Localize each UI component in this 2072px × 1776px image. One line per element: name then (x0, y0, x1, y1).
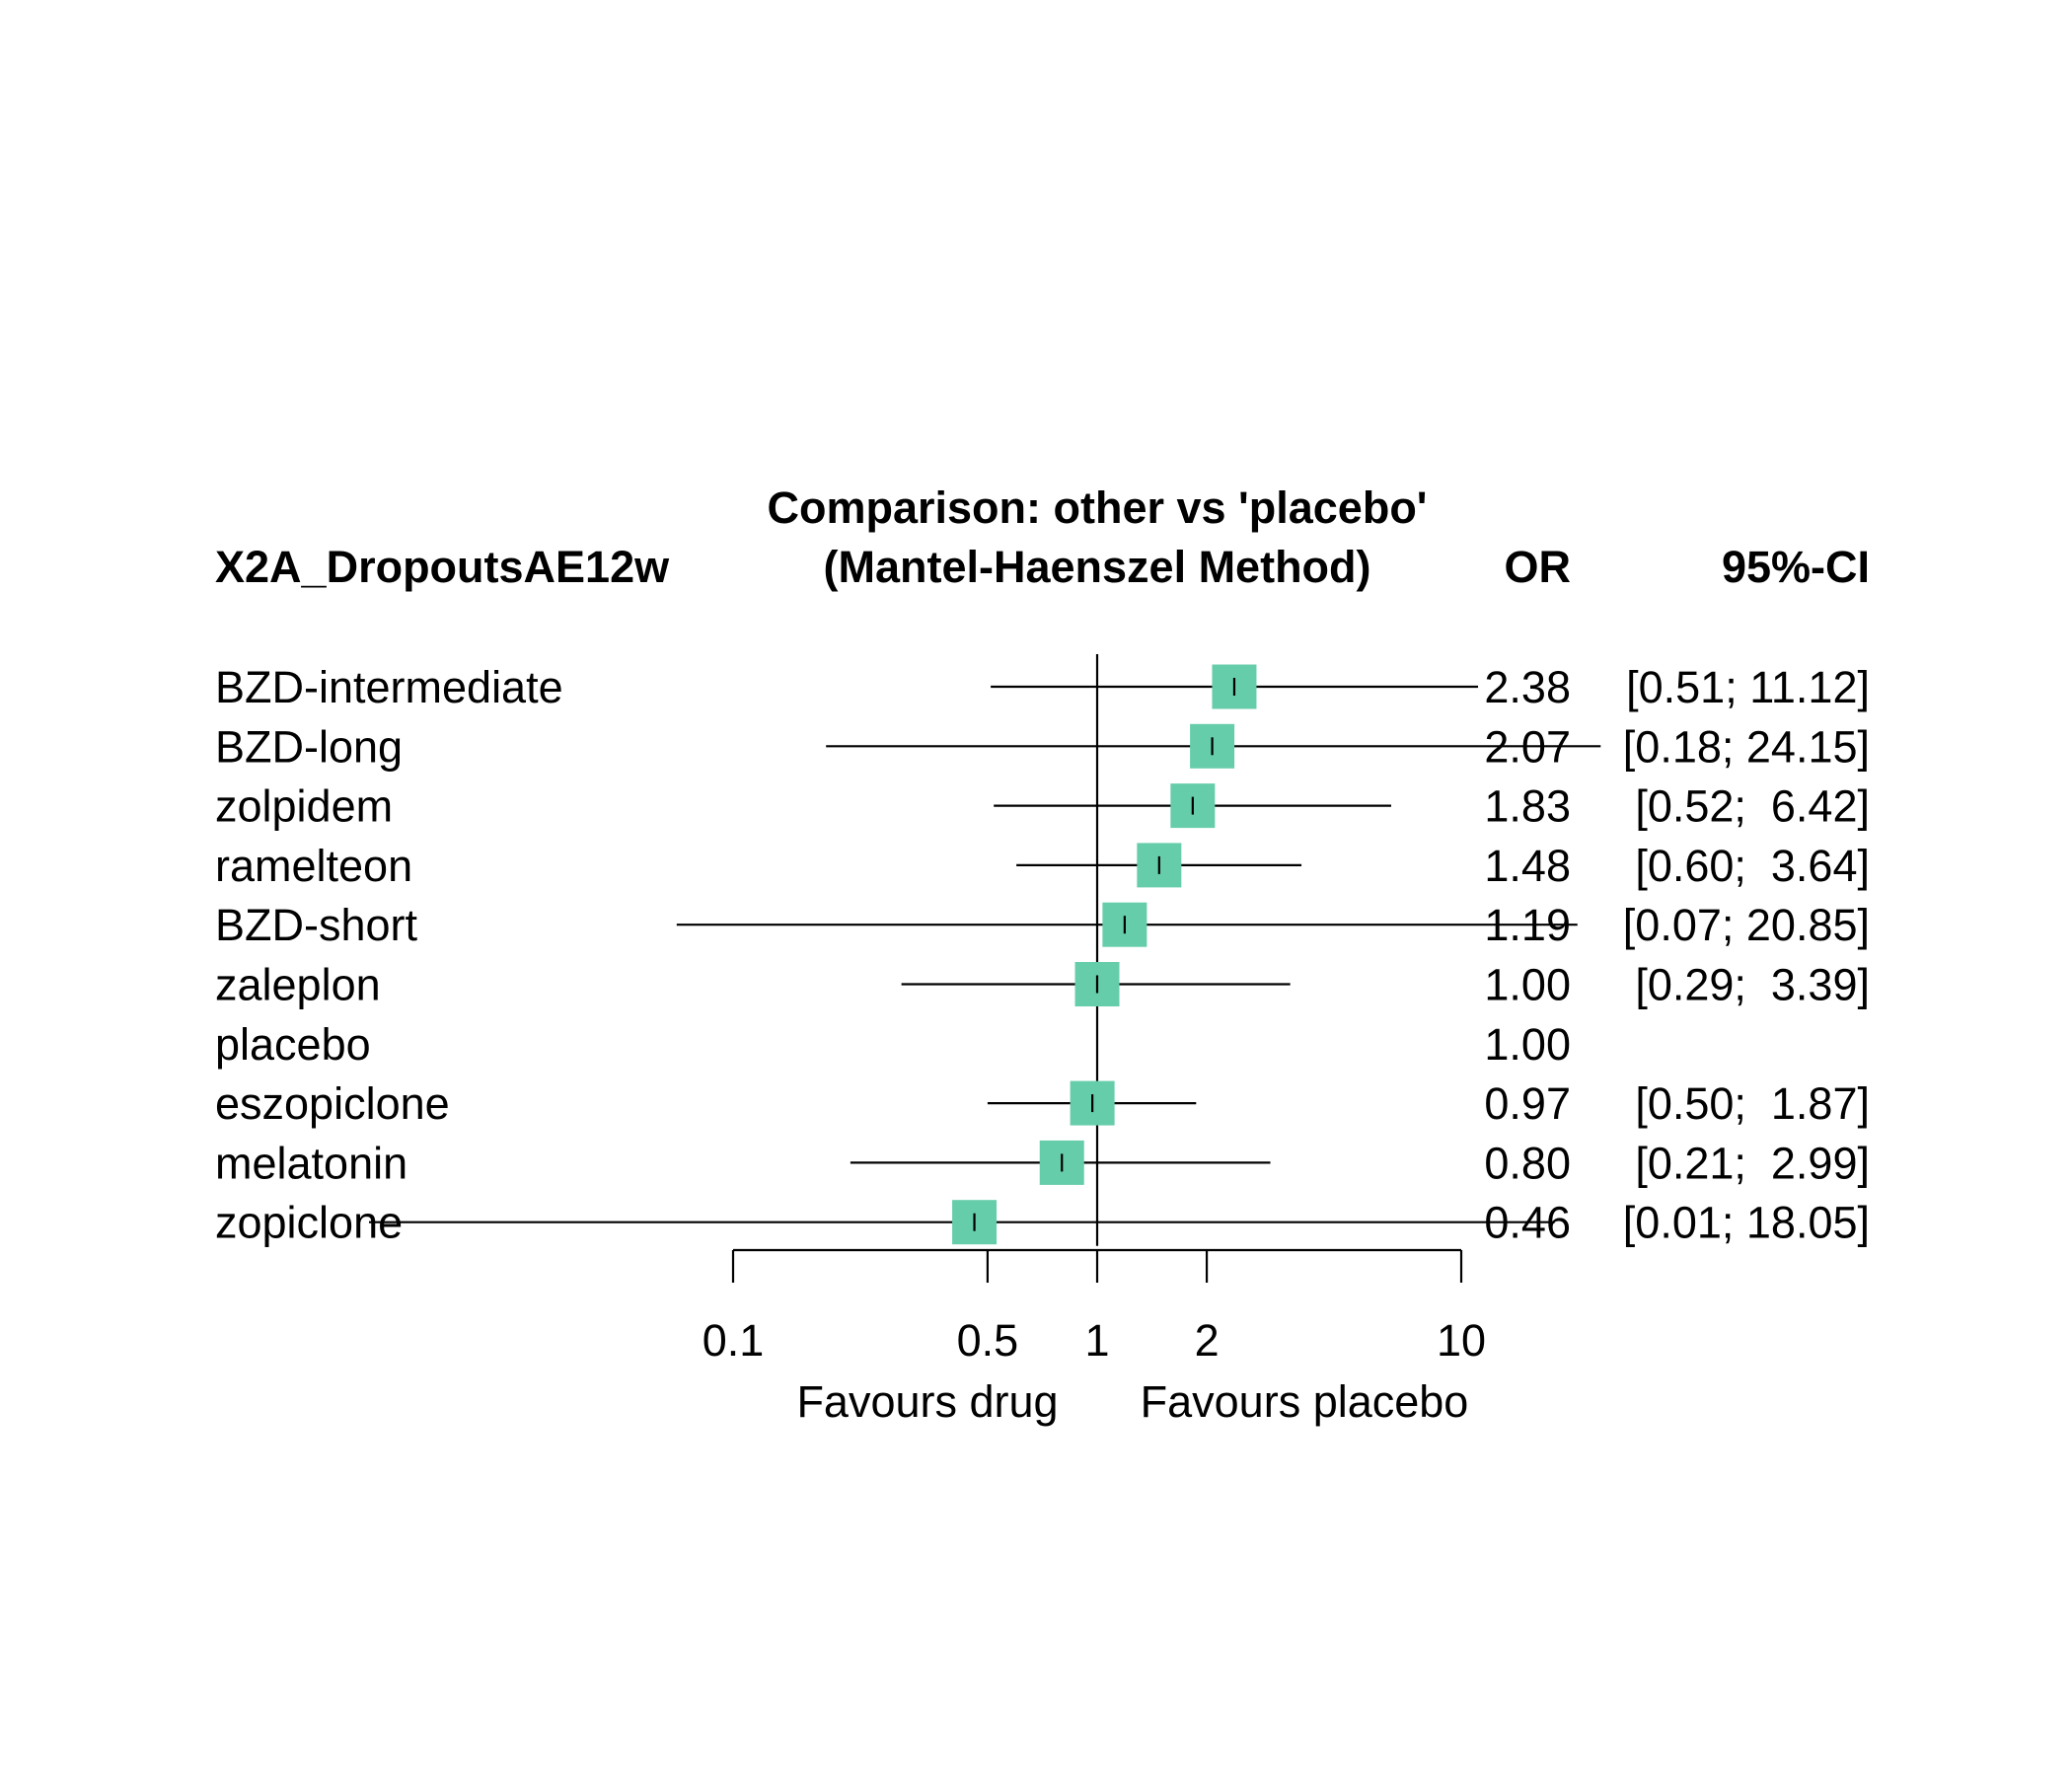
ci-value: [0.51; 11.12] (1626, 662, 1870, 712)
or-value: 1.00 (1484, 960, 1571, 1010)
study-label: eszopiclone (215, 1078, 450, 1129)
or-value: 0.46 (1484, 1198, 1571, 1248)
study-label: BZD-long (215, 721, 403, 772)
or-value: 0.80 (1484, 1138, 1571, 1188)
table-row: placebo 1.00 (215, 1019, 1571, 1070)
table-row: zopiclone 0.46 [0.01; 18.05] (215, 1198, 1870, 1248)
ci-value: [0.21; 2.99] (1635, 1138, 1870, 1188)
comparison-title: Comparison: other vs 'placebo' (767, 482, 1427, 533)
x-tick-label: 0.5 (957, 1315, 1019, 1366)
ci-value: [0.29; 3.39] (1635, 960, 1870, 1010)
study-label: zolpidem (215, 781, 393, 832)
ci-value: [0.60; 3.64] (1635, 841, 1870, 891)
table-row: ramelteon 1.48 [0.60; 3.64] (215, 841, 1870, 891)
study-label: BZD-intermediate (215, 662, 563, 712)
table-row: zaleplon 1.00 [0.29; 3.39] (215, 960, 1870, 1010)
favours-drug-label: Favours drug (796, 1376, 1058, 1427)
table-row: BZD-short 1.19 [0.07; 20.85] (215, 900, 1870, 950)
or-value: 1.83 (1484, 781, 1571, 832)
table-row: BZD-intermediate 2.38 [0.51; 11.12] (215, 662, 1870, 712)
ci-value: [0.52; 6.42] (1635, 781, 1870, 832)
ci-value: [0.50; 1.87] (1635, 1078, 1870, 1129)
or-value: 2.07 (1484, 721, 1571, 772)
or-value: 1.19 (1484, 900, 1571, 950)
or-value: 1.48 (1484, 841, 1571, 891)
table-row: BZD-long 2.07 [0.18; 24.15] (215, 721, 1870, 772)
x-tick-label: 0.1 (703, 1315, 765, 1366)
study-label: ramelteon (215, 841, 412, 891)
study-rows: BZD-intermediate 2.38 [0.51; 11.12] BZD-lon… (215, 654, 1870, 1248)
table-row: zolpidem 1.83 [0.52; 6.42] (215, 781, 1870, 832)
favours-placebo-label: Favours placebo (1141, 1376, 1469, 1427)
study-label: placebo (215, 1019, 371, 1070)
x-tick-label: 1 (1084, 1315, 1109, 1366)
ci-value: [0.18; 24.15] (1623, 721, 1870, 772)
outcome-header: X2A_DropoutsAE12w (215, 542, 670, 592)
ci-value: [0.01; 18.05] (1623, 1198, 1870, 1248)
or-value: 1.00 (1484, 1019, 1571, 1070)
study-label: zaleplon (215, 960, 381, 1010)
method-header: (Mantel-Haenszel Method) (823, 542, 1370, 592)
or-value: 2.38 (1484, 662, 1571, 712)
or-column-header: OR (1505, 542, 1572, 592)
study-label: BZD-short (215, 900, 418, 950)
study-label: melatonin (215, 1138, 407, 1188)
x-axis: 0.1 0.5 1 2 10 (703, 1248, 1486, 1366)
table-row: eszopiclone 0.97 [0.50; 1.87] (215, 1078, 1870, 1129)
ci-column-header: 95%-CI (1722, 542, 1870, 592)
or-value: 0.97 (1484, 1078, 1571, 1129)
ci-value: [0.07; 20.85] (1623, 900, 1870, 950)
x-tick-label: 2 (1195, 1315, 1220, 1366)
x-tick-label: 10 (1437, 1315, 1486, 1366)
table-row: melatonin 0.80 [0.21; 2.99] (215, 1138, 1870, 1188)
